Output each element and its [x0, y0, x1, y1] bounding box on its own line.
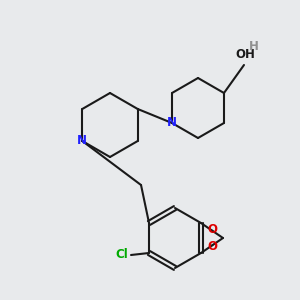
Text: O: O: [207, 240, 218, 253]
Text: N: N: [167, 116, 177, 130]
Text: Cl: Cl: [116, 248, 128, 262]
Text: N: N: [77, 134, 87, 148]
Text: OH: OH: [235, 48, 255, 61]
Text: O: O: [207, 223, 218, 236]
Text: H: H: [249, 40, 259, 53]
